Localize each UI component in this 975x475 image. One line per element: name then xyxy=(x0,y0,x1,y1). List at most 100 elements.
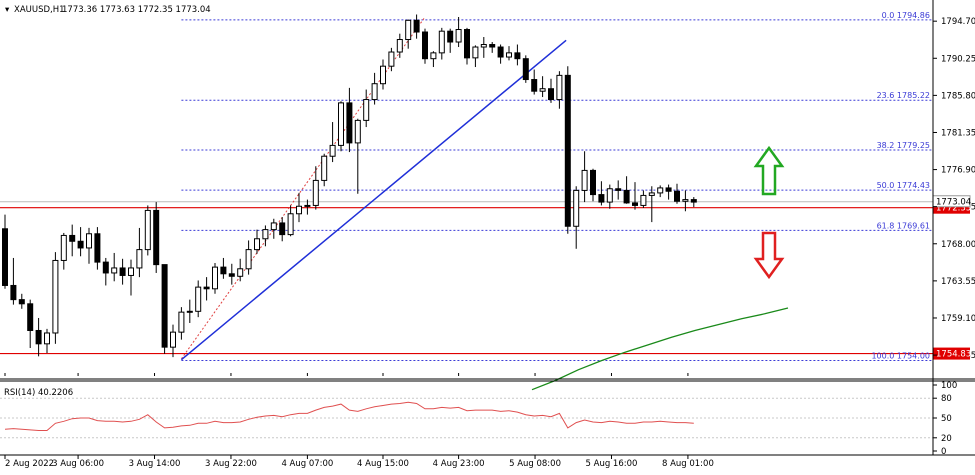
candle xyxy=(296,192,302,223)
candle-body xyxy=(237,268,244,277)
candle-body xyxy=(52,259,59,334)
candle xyxy=(472,45,479,68)
candle-body xyxy=(514,52,521,60)
candle xyxy=(44,328,50,353)
y-axis-tick-label: 1794.70 xyxy=(941,17,975,27)
candle xyxy=(144,205,151,256)
candle-body xyxy=(60,234,67,261)
x-axis-tick-label: 5 Aug 08:00 xyxy=(509,459,561,469)
symbol-dropdown-icon[interactable]: ▾ xyxy=(5,5,10,15)
candle-body xyxy=(447,30,454,43)
candle-body xyxy=(581,169,588,191)
candle xyxy=(195,280,202,318)
rsi-axis-tick-label: 0 xyxy=(941,447,946,457)
candle xyxy=(27,299,34,348)
candle-body xyxy=(296,205,302,215)
candle xyxy=(388,47,395,72)
price-tag-label: 1754.83 xyxy=(936,350,971,360)
candle-body xyxy=(119,267,126,276)
rsi-label-layer: RSI(14) 40.2206 xyxy=(4,388,73,398)
candle xyxy=(354,118,361,194)
candle xyxy=(304,199,311,215)
candle-body xyxy=(464,29,470,59)
candle xyxy=(632,182,638,210)
candle xyxy=(52,252,59,344)
candle xyxy=(556,71,563,109)
fib-level-label: 61.8 1769.61 xyxy=(877,221,930,230)
candle-body xyxy=(573,189,580,227)
candle-body xyxy=(186,310,193,313)
candle xyxy=(203,277,210,301)
ohlc-readout: 1773.36 1773.63 1772.35 1773.04 xyxy=(62,5,211,15)
candle-body xyxy=(590,169,596,196)
candle-body xyxy=(548,88,554,101)
y-axis-tick-label: 1785.80 xyxy=(941,91,975,101)
x-axis-tick-label: 3 Aug 06:00 xyxy=(52,459,104,469)
frame-layer xyxy=(0,0,975,459)
candle xyxy=(69,224,76,257)
rsi-label: RSI(14) 40.2206 xyxy=(4,388,73,398)
candle-body xyxy=(86,233,92,249)
candle xyxy=(338,101,344,152)
symbol-label: XAUUSD,H1 xyxy=(14,5,65,15)
candle-body xyxy=(136,249,143,269)
candle xyxy=(161,264,168,354)
candle-body xyxy=(665,187,672,192)
candle-body xyxy=(438,30,445,54)
candle xyxy=(657,185,664,198)
candle xyxy=(539,76,546,98)
candle xyxy=(279,217,286,242)
candle-body xyxy=(44,332,50,345)
candle xyxy=(178,307,185,340)
candle-body xyxy=(539,88,546,92)
candle-body xyxy=(506,52,512,58)
candle-body xyxy=(94,233,101,263)
candle xyxy=(262,225,269,247)
candle xyxy=(136,227,143,278)
candle xyxy=(2,214,8,289)
labels-layer: 1794.70 1790.25 1785.80 1781.35 1776.90 1772.… xyxy=(5,11,975,469)
candle xyxy=(615,180,622,200)
candle xyxy=(329,122,336,163)
candle xyxy=(422,28,428,64)
candle-body xyxy=(128,267,134,276)
trendline xyxy=(180,39,567,361)
candle-body xyxy=(413,19,420,33)
candle xyxy=(690,197,697,208)
candle-body xyxy=(489,44,496,48)
candle xyxy=(674,183,680,204)
candle xyxy=(548,78,554,103)
candle-body xyxy=(623,189,630,204)
candle xyxy=(111,252,118,282)
candle xyxy=(60,232,67,270)
candle xyxy=(455,17,462,48)
candle xyxy=(153,202,160,273)
candle xyxy=(212,262,218,294)
candle-body xyxy=(338,102,344,146)
candle-body xyxy=(682,199,689,202)
candles-layer xyxy=(2,14,697,358)
candle xyxy=(623,176,630,204)
y-axis-tick-label: 1781.35 xyxy=(941,128,975,138)
candle xyxy=(480,37,487,58)
candle xyxy=(237,258,244,282)
candle-body xyxy=(279,222,286,236)
candle xyxy=(102,257,109,286)
candle xyxy=(363,89,370,128)
x-axis-tick-label: 2 Aug 2022 xyxy=(5,459,54,469)
candle-body xyxy=(161,264,168,348)
candle-body xyxy=(371,83,378,101)
candle-body xyxy=(212,266,218,290)
candle-body xyxy=(27,303,34,331)
candle xyxy=(86,227,92,264)
candle xyxy=(170,324,176,358)
candle xyxy=(10,257,17,305)
candle-body xyxy=(245,249,252,270)
candle-body xyxy=(380,65,386,85)
fib-level-label: 50.0 1774.43 xyxy=(877,181,930,190)
candle-body xyxy=(405,19,412,41)
candle xyxy=(640,190,647,208)
candle xyxy=(665,184,672,200)
